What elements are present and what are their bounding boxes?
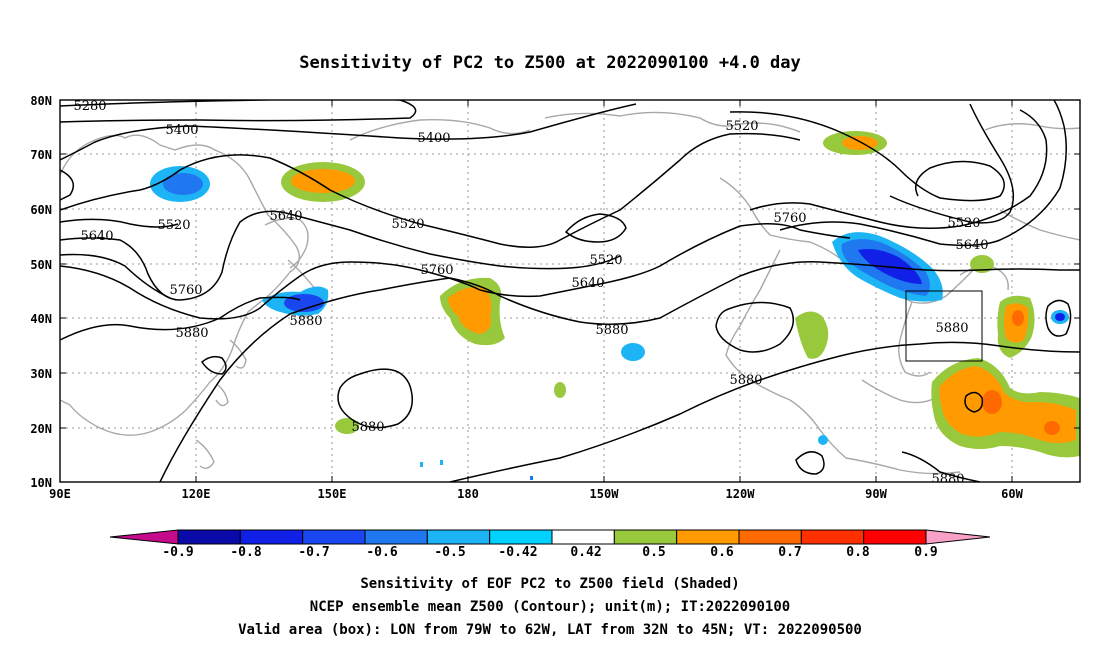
lat-label: 80N (30, 94, 52, 108)
lat-label: 40N (30, 312, 52, 326)
colorbar-tick-label: -0.9 (162, 545, 193, 560)
contour-label: 5520 (725, 119, 758, 134)
lat-label: 20N (30, 422, 52, 436)
lat-label: 30N (30, 367, 52, 381)
colorbar-swatch (800, 529, 865, 545)
colorbar-tick-label: -0.8 (230, 545, 261, 560)
sensitivity-shading (150, 131, 1080, 480)
longitude-labels: 90E 120E 150E 180 150W 120W 90W 60W (49, 487, 1023, 501)
contour-label: 5880 (931, 472, 964, 487)
colorbar-arrow-low (109, 529, 179, 545)
colorbar-swatch (738, 529, 802, 545)
colorbar-labels: -0.9 -0.8 -0.7 -0.6 -0.5 -0.42 0.42 0.5 … (162, 545, 937, 560)
colorbar-tick-label: 0.5 (642, 545, 665, 560)
contour-label: 5760 (169, 283, 202, 298)
contour-label: 5520 (589, 253, 622, 268)
contour-label: 5280 (73, 99, 106, 114)
colorbar-swatch (613, 529, 678, 545)
lon-label: 90W (865, 487, 887, 501)
colorbar-tick-label: -0.42 (498, 545, 537, 560)
axis-ticks (60, 99, 1080, 482)
contour-label: 5520 (391, 217, 424, 232)
contour-label: 5880 (935, 321, 968, 336)
valid-area-box (905, 290, 983, 362)
lat-label: 10N (30, 476, 52, 490)
colorbar-swatch (364, 529, 428, 545)
lon-label: 150W (590, 487, 620, 501)
lon-label: 90E (49, 487, 71, 501)
contour-label: 5880 (351, 420, 384, 435)
map-panel: 5280 5400 5400 5520 5520 5520 5520 5520 … (30, 94, 1081, 501)
caption-line-3: Valid area (box): LON from 79W to 62W, L… (238, 622, 862, 638)
contour-label: 5640 (80, 229, 113, 244)
colorbar-tick-label: -0.7 (298, 545, 329, 560)
contour-label: 5760 (420, 263, 453, 278)
contour-label: 5520 (157, 218, 190, 233)
colorbar-tick-label: -0.5 (434, 545, 465, 560)
contour-label: 5640 (269, 209, 302, 224)
latitude-labels: 80N 70N 60N 50N 40N 30N 20N 10N (30, 94, 52, 490)
colorbar-tick-label: 0.7 (778, 545, 801, 560)
caption-line-2: NCEP ensemble mean Z500 (Contour); unit(… (310, 599, 790, 615)
contour-label: 5880 (729, 373, 762, 388)
contour-label: 5880 (175, 326, 208, 341)
colorbar-swatch (302, 529, 366, 545)
colorbar-swatch (426, 529, 491, 545)
colorbar-swatch (239, 529, 304, 545)
lon-label: 120W (726, 487, 756, 501)
colorbar-tick-label: 0.9 (914, 545, 937, 560)
figure-title: Sensitivity of PC2 to Z500 at 2022090100… (299, 53, 801, 73)
colorbar (109, 529, 991, 545)
caption: Sensitivity of EOF PC2 to Z500 field (Sh… (238, 576, 862, 638)
colorbar-arrow-high (925, 529, 991, 545)
colorbar-swatch (676, 529, 740, 545)
colorbar-swatch (489, 529, 553, 545)
contour-label: 5640 (955, 238, 988, 253)
lat-label: 60N (30, 203, 52, 217)
colorbar-swatch (863, 529, 927, 545)
contour-label: 5760 (773, 211, 806, 226)
lon-label: 60W (1001, 487, 1023, 501)
lon-label: 120E (182, 487, 211, 501)
lat-label: 70N (30, 148, 52, 162)
contour-label: 5520 (947, 216, 980, 231)
colorbar-swatch (177, 529, 241, 545)
contour-labels: 5280 5400 5400 5520 5520 5520 5520 5520 … (73, 99, 988, 487)
caption-line-1: Sensitivity of EOF PC2 to Z500 field (Sh… (360, 576, 739, 592)
contour-label: 5640 (571, 276, 604, 291)
lon-label: 150E (318, 487, 347, 501)
contour-label: 5880 (595, 323, 628, 338)
contour-label: 5400 (165, 123, 198, 138)
lon-label: 180 (457, 487, 479, 501)
map-frame (59, 99, 1081, 483)
z500-contours (60, 100, 1080, 482)
colorbar-tick-label: 0.42 (570, 545, 601, 560)
contour-label: 5400 (417, 131, 450, 146)
lat-label: 50N (30, 258, 52, 272)
colorbar-tick-label: 0.8 (846, 545, 870, 560)
colorbar-swatch (551, 529, 615, 545)
colorbar-tick-label: 0.6 (710, 545, 734, 560)
colorbar-tick-label: -0.6 (366, 545, 397, 560)
contour-label: 5880 (289, 314, 322, 329)
